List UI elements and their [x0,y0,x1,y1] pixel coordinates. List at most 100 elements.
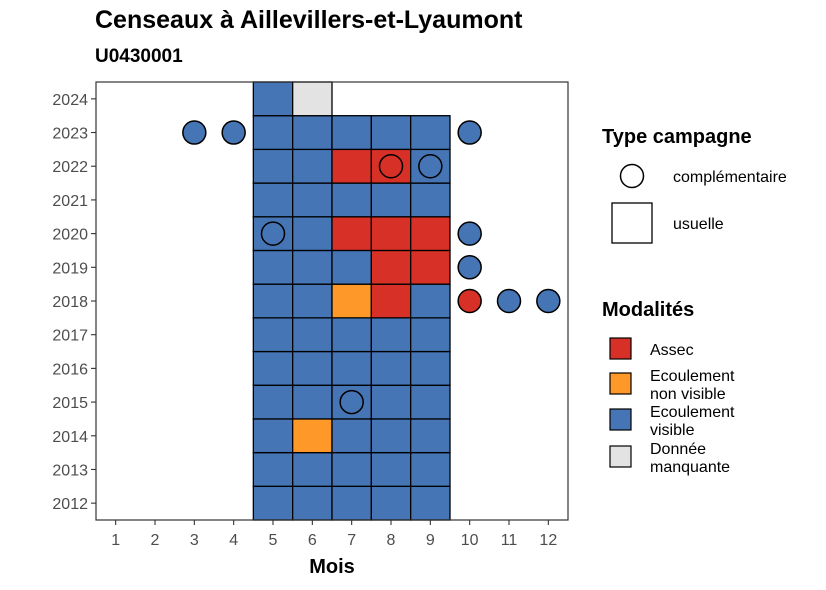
complementaire-point [221,120,246,145]
y-tick-label: 2022 [52,159,88,176]
heat-cell [410,451,451,487]
axes: 1 2 3 4 5 6 7 8 9 10 11 122012201320142015201620172… [52,81,569,578]
complementaire-point [378,153,404,179]
heat-cell [292,418,333,454]
heat-cell [252,182,294,218]
heat-cell [410,350,451,386]
legend-color-key [609,372,632,395]
complementaire-point [457,288,482,314]
heat-cell [410,317,451,353]
heat-cell [252,384,294,420]
legend-modalite-label: Assec [650,342,694,359]
y-tick-label: 2023 [52,126,88,143]
legend-modalite-label: non visible [650,386,726,403]
heat-cell [331,216,372,252]
heat-cell [370,249,412,285]
legend-color-key [609,337,632,360]
x-tick-label: 9 [426,532,435,549]
heat-cell [331,350,372,386]
heat-cell [370,115,412,151]
chart-title: Censeaux à Aillevillers-et-Lyaumont [95,6,523,34]
heat-cell [410,249,451,285]
heat-cell [410,283,451,319]
heat-cell [370,384,412,420]
heat-cell [292,148,333,184]
legend-modalite-label: manquante [650,459,730,476]
x-tick-label: 4 [229,532,238,549]
y-tick-label: 2020 [52,227,88,244]
complementaire-point [457,221,482,246]
legend-modalite-label: Ecoulement [650,404,735,421]
legend-color-key [609,408,632,431]
heat-cell [331,182,372,218]
heat-cell [252,350,294,386]
y-tick-label: 2013 [52,462,88,479]
legend-label-usuelle: usuelle [673,216,724,233]
heat-cell [331,148,372,184]
complementaire-point [496,288,522,314]
complementaire-point [339,389,364,415]
x-tick-label: 2 [151,532,160,549]
heat-cell [292,115,333,151]
y-tick-label: 2017 [52,328,88,345]
heat-cell [292,216,333,252]
complementaire-point [457,255,482,280]
heat-cell [252,283,294,319]
heat-cell [410,182,451,218]
complementaire-points [182,120,561,415]
heat-cell [252,115,294,151]
y-tick-label: 2016 [52,361,88,378]
heat-cell [252,81,294,117]
legend-title-modalites: Modalités [602,299,694,321]
heat-cell [292,283,333,319]
heat-cell [331,115,372,151]
y-tick-label: 2021 [52,193,88,210]
x-tick-label: 12 [539,532,557,549]
heat-cell [410,418,451,454]
heat-cell [410,384,451,420]
heat-cell [292,249,333,285]
heat-cell [410,216,451,252]
legend-modalite-label: visible [650,422,695,439]
heat-cell [331,485,372,521]
heat-cell [252,148,294,184]
legend-circle-key [619,163,645,189]
heat-cell [252,317,294,353]
heat-cell [370,350,412,386]
heat-cell [292,485,333,521]
legend-color-key [609,445,632,468]
heat-cell [292,451,333,487]
legend-modalite-label: Ecoulement [650,368,735,385]
heat-cell [410,485,451,521]
heat-cell [252,485,294,521]
heat-cell [252,451,294,487]
heat-cell [331,317,372,353]
x-tick-label: 6 [308,532,317,549]
y-tick-label: 2014 [52,429,88,446]
x-tick-label: 11 [501,532,518,549]
y-tick-label: 2015 [52,395,88,412]
y-tick-label: 2012 [52,496,88,513]
heat-cell [331,418,372,454]
complementaire-point [182,120,207,145]
heat-cell [370,216,412,252]
heat-cell [410,115,451,151]
x-tick-label: 8 [387,532,396,549]
heat-cell [292,182,333,218]
y-tick-label: 2024 [52,92,88,109]
x-tick-label: 1 [111,532,120,549]
heat-cell [331,283,372,319]
heat-cell [370,182,412,218]
x-axis-title: Mois [309,556,355,578]
legend-square-key [611,202,653,244]
legend-label-complementaire: complémentaire [673,169,787,186]
heat-cell [370,317,412,353]
heat-cell [370,451,412,487]
legend: Type campagne complémentaire usuelle Modali… [602,126,787,476]
heat-cell [331,249,372,285]
legend-modalite-label: Donnée [650,441,706,458]
complementaire-point [536,288,561,314]
y-tick-label: 2018 [52,294,88,311]
heat-cell [292,350,333,386]
x-tick-label: 7 [347,532,356,549]
